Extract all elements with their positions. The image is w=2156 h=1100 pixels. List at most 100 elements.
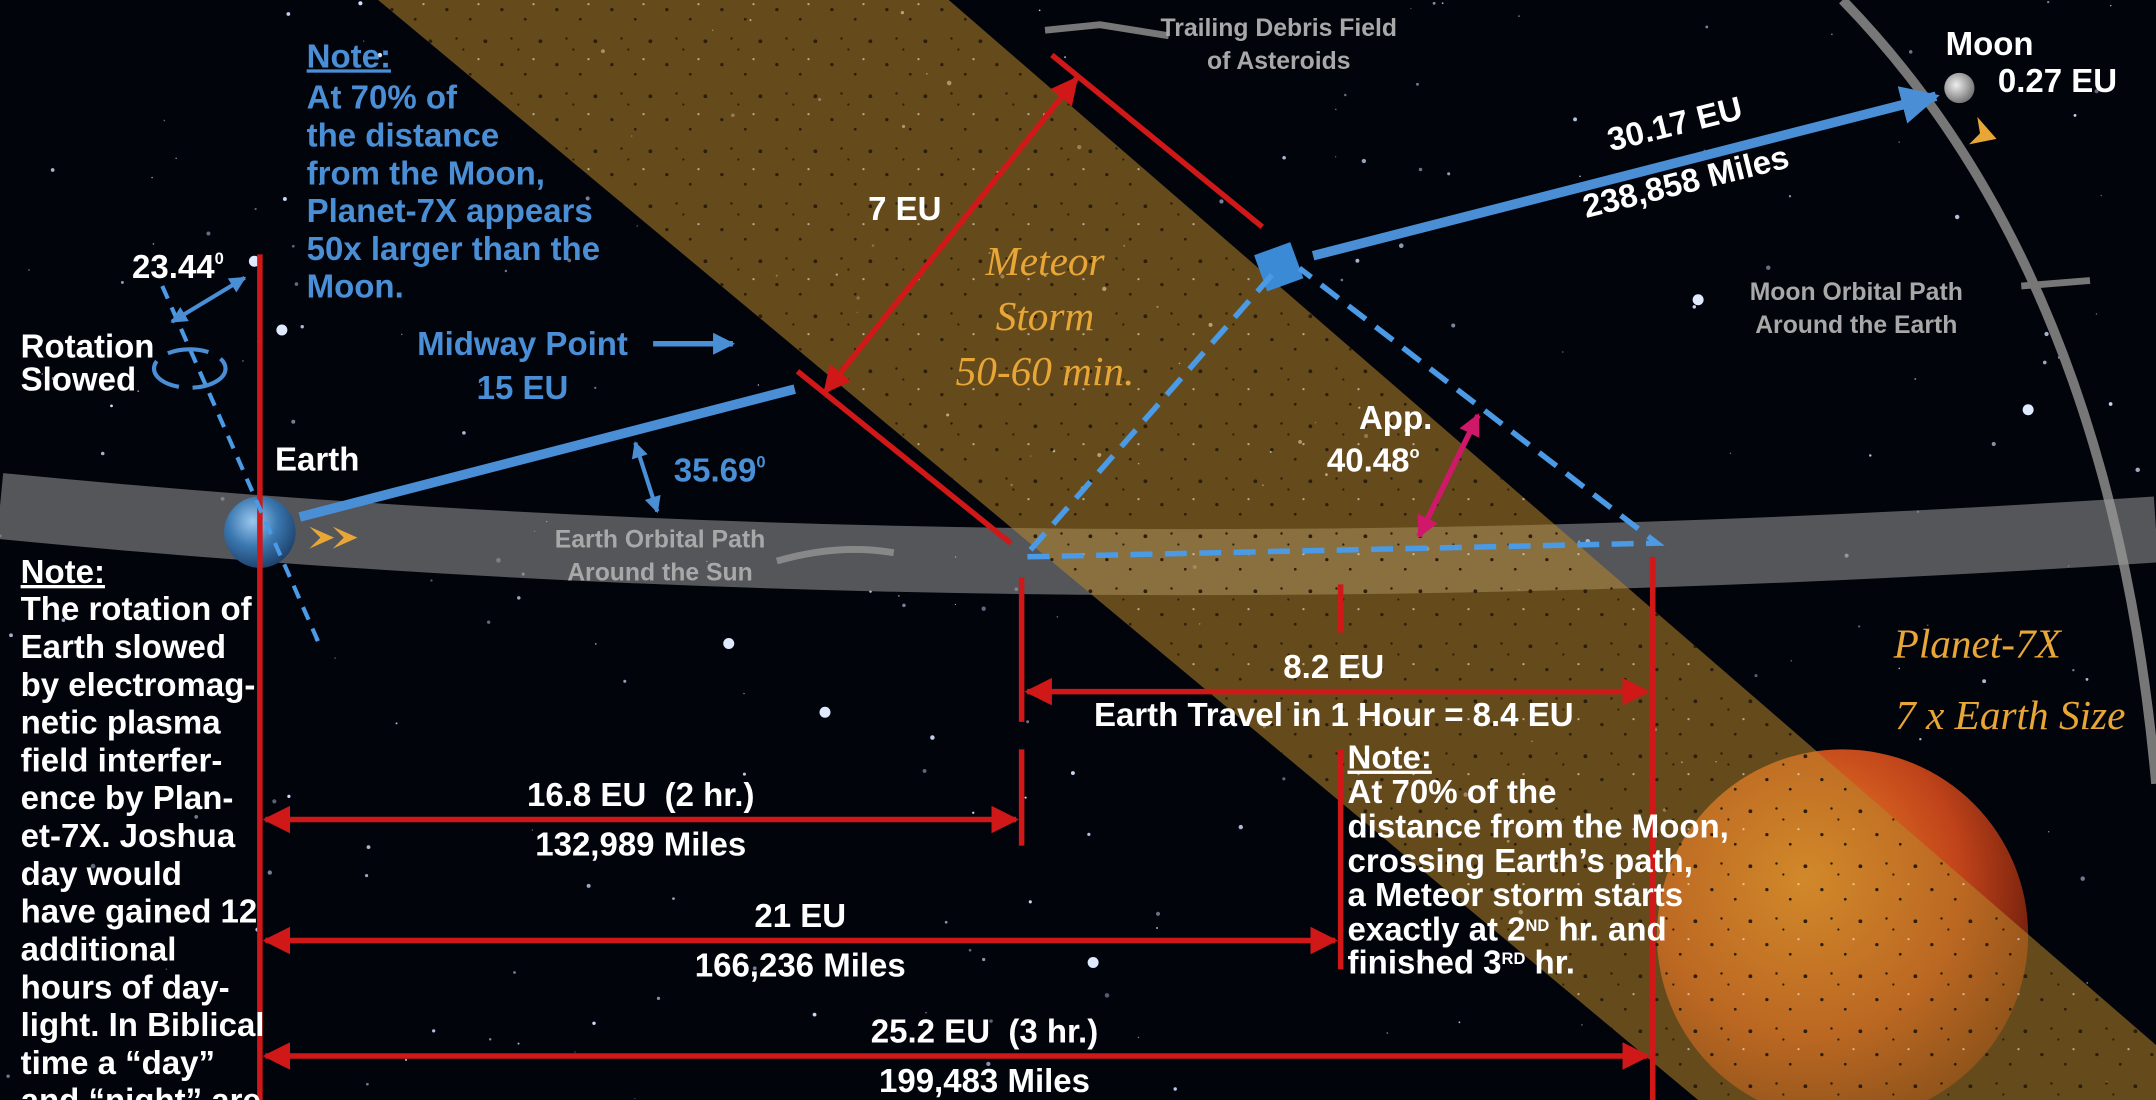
star [1070,771,1075,775]
star [1416,960,1419,963]
star [1458,1021,1461,1024]
star [1064,56,1067,59]
band-width: 7 EU [868,190,941,227]
text: exactly at 2 [1348,911,1526,948]
star [1831,33,1833,35]
earth-label: Earth [275,440,359,477]
star [319,183,322,186]
star [968,948,972,952]
top-note-line: 50x larger than the [307,230,600,267]
moon-motion [1969,116,1997,145]
star [1579,175,1581,178]
star [120,280,124,284]
text: RD [1502,950,1526,968]
star [100,451,105,456]
left-note-line: The rotation of [21,590,253,627]
star [1361,158,1367,164]
star [152,243,155,245]
travel-distance: 8.2 EU [1283,648,1384,685]
star [656,996,661,1001]
star [989,1019,993,1023]
star [1754,674,1758,678]
top-note-line: At 70% of [307,79,458,116]
star [286,12,291,16]
text: ND [1525,917,1549,935]
top-note-line: from the Moon, [307,154,545,191]
star [1038,9,1041,12]
star [2044,331,2049,337]
star [395,722,398,725]
star [1156,926,1159,929]
top-note-title: Note: [307,37,391,74]
star [752,966,757,971]
star [462,431,466,435]
star [2072,669,2075,672]
star [362,40,365,42]
star [1898,141,1900,143]
star [294,282,299,286]
star [1056,616,1059,618]
meteor-storm: Meteor [984,238,1105,284]
right-note-line: exactly at 2ND hr. and [1348,911,1667,948]
star [1441,2,1444,5]
text: hr. [1525,944,1575,981]
left-note-line: time a “day” [21,1044,215,1081]
left-note-line: field interfer- [21,741,223,778]
star [9,633,13,638]
star [586,883,591,888]
star [1858,625,1861,628]
measure-lines [257,52,1656,1100]
blue-lines [151,21,2091,645]
star [291,244,295,248]
angle-value: 35.69 [674,451,757,488]
star [922,769,927,773]
star [1028,1075,1033,1080]
rotation-label: Rotation [21,328,155,365]
star [276,324,288,336]
travel-caption: Earth Travel in 1 Hour = 8.4 EU [1094,696,1574,733]
midway-label: Midway Point [417,325,628,362]
star [287,794,291,798]
planet-size: 7 x Earth Size [1895,692,2125,738]
star [365,874,369,878]
star [1908,50,1913,54]
star [2047,831,2050,833]
moon-orbit-label: Around the Earth [1755,312,1957,339]
star [812,1012,817,1017]
earth-orbit [0,473,2156,596]
star [2086,981,2089,984]
star [1155,911,1161,916]
star [432,1029,436,1033]
star [2100,194,2103,197]
left-note-line: hours of day- [21,968,230,1005]
approach-prefix: App. [1359,399,1432,436]
right-note-line: finished 3RD hr. [1348,944,1575,981]
right-note-title: Note: [1348,739,1432,776]
star [430,579,433,582]
star [757,384,759,386]
star [90,863,96,869]
star [2110,4,2112,7]
star [1219,199,1224,204]
star [567,258,572,263]
left-note-line: have gained 12 [21,893,258,930]
star [1919,738,1922,741]
star [972,811,975,814]
top-note-line: Moon. [307,268,404,305]
star [819,706,831,718]
star [1432,1,1436,5]
tilt: 23.440 [132,248,224,285]
star [2094,89,2099,94]
star [1026,720,1030,724]
star [585,196,590,201]
star [1355,258,1360,263]
star [982,957,986,962]
star [2073,113,2077,117]
right-note-line: distance from the Moon, [1348,807,1729,844]
right-note-line: a Meteor storm starts [1348,876,1684,913]
right-note-line: crossing Earth’s path, [1348,842,1693,879]
star [513,971,516,974]
measure-eu: 21 EU [754,897,846,934]
